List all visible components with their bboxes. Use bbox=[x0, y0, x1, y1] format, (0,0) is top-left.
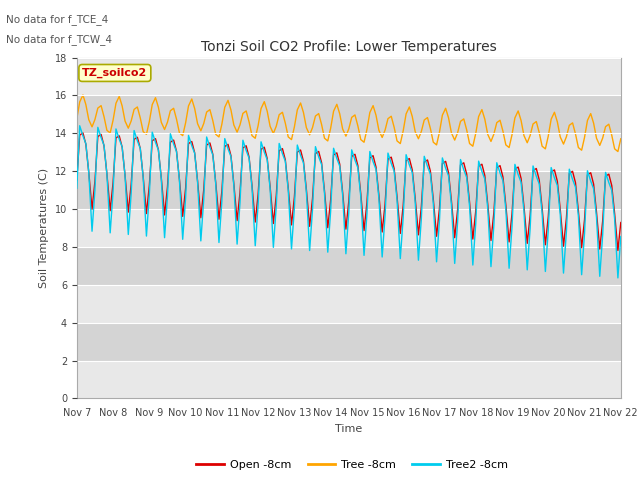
Bar bbox=[77, 96, 621, 133]
Bar bbox=[77, 133, 621, 171]
Y-axis label: Soil Temperatures (C): Soil Temperatures (C) bbox=[39, 168, 49, 288]
Title: Tonzi Soil CO2 Profile: Lower Temperatures: Tonzi Soil CO2 Profile: Lower Temperatur… bbox=[201, 40, 497, 54]
Bar bbox=[77, 171, 621, 209]
Bar bbox=[77, 58, 621, 96]
Bar bbox=[77, 323, 621, 360]
Text: No data for f_TCE_4: No data for f_TCE_4 bbox=[6, 14, 109, 25]
X-axis label: Time: Time bbox=[335, 424, 362, 433]
Bar bbox=[77, 209, 621, 247]
Legend: Open -8cm, Tree -8cm, Tree2 -8cm: Open -8cm, Tree -8cm, Tree2 -8cm bbox=[192, 456, 512, 474]
Text: TZ_soilco2: TZ_soilco2 bbox=[82, 68, 147, 78]
Bar bbox=[77, 360, 621, 398]
Text: No data for f_TCW_4: No data for f_TCW_4 bbox=[6, 34, 113, 45]
Bar bbox=[77, 285, 621, 323]
Bar bbox=[77, 247, 621, 285]
